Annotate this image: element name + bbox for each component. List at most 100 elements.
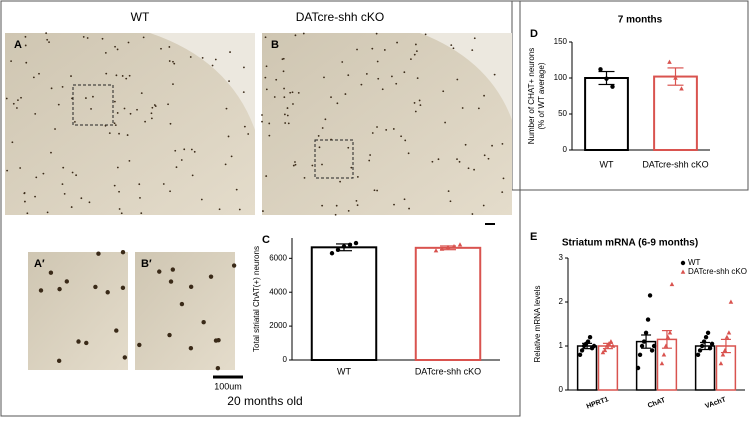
data-point (602, 347, 608, 353)
x-tick-label: DATcre-shh cKO (415, 366, 481, 376)
cell (383, 49, 386, 51)
cell (70, 206, 73, 208)
data-point (579, 348, 585, 353)
cell (317, 135, 320, 137)
data-point (451, 243, 457, 249)
cell (268, 134, 271, 137)
cell (168, 60, 171, 62)
cell (303, 176, 306, 179)
data-point (604, 343, 610, 348)
cell (201, 56, 204, 59)
cell (150, 112, 153, 115)
cell (140, 212, 143, 215)
micrograph (262, 33, 512, 215)
data-point (667, 330, 673, 335)
cell (115, 74, 118, 77)
cell (211, 64, 214, 67)
cell (114, 328, 119, 333)
cell (62, 166, 65, 169)
data-point (606, 341, 612, 346)
data-point (585, 339, 591, 344)
cell (231, 263, 237, 268)
cell (385, 129, 388, 131)
bar (653, 75, 698, 151)
data-point (726, 330, 732, 335)
cell (82, 36, 85, 38)
data-point (659, 361, 665, 366)
cell (208, 274, 214, 279)
data-point (665, 334, 671, 339)
data-point (724, 334, 730, 339)
cell (214, 58, 217, 61)
cell (483, 154, 486, 157)
cell (76, 339, 81, 344)
cell (491, 144, 493, 147)
panel-letter: D (530, 28, 538, 40)
cell (482, 204, 485, 207)
data-point (341, 244, 347, 249)
cell (120, 212, 123, 215)
cell (391, 75, 393, 78)
cell (501, 191, 504, 194)
cell (71, 97, 73, 100)
cell (151, 106, 154, 109)
cell (473, 37, 476, 40)
cell (424, 33, 427, 36)
cell (442, 90, 445, 93)
y-tick-label: 6000 (269, 253, 287, 262)
cell (235, 188, 238, 191)
cell (32, 76, 35, 79)
cell (335, 204, 338, 207)
cell (414, 110, 417, 113)
cell (437, 158, 440, 161)
data-point (720, 352, 726, 357)
cell (189, 56, 192, 58)
cell (200, 198, 203, 201)
data-point (600, 350, 606, 355)
cell (375, 32, 378, 35)
bar (694, 345, 716, 391)
cell (377, 77, 380, 80)
cell (169, 122, 172, 125)
cell (431, 160, 434, 163)
cell (16, 107, 18, 109)
cell (414, 43, 417, 46)
data-point (663, 343, 669, 348)
cell (46, 38, 49, 41)
cell (56, 358, 62, 364)
cell (450, 44, 453, 47)
cell (334, 213, 337, 216)
cell (294, 161, 296, 163)
cell (410, 58, 412, 60)
cell (419, 104, 422, 107)
data-point (457, 242, 463, 247)
cell (38, 72, 40, 75)
cell (323, 76, 325, 79)
cell (45, 32, 48, 35)
data-point (680, 260, 686, 266)
cell (261, 120, 263, 123)
cell (120, 250, 126, 255)
y-axis-label: Total striatal ChAT(+) neurons (252, 246, 261, 352)
cell (150, 117, 153, 120)
data-point (709, 341, 715, 346)
cell (50, 87, 53, 90)
cell (228, 80, 230, 83)
cell (262, 210, 264, 212)
bar (584, 77, 629, 151)
cell (138, 183, 141, 186)
x-tick-label: HPRT1 (586, 396, 610, 410)
cell (452, 47, 455, 50)
cell (289, 91, 292, 94)
cell (311, 164, 314, 167)
cell (188, 284, 194, 290)
cell (114, 45, 116, 48)
cell (183, 148, 186, 151)
cell (243, 125, 246, 128)
data-point (647, 293, 653, 298)
cell (229, 51, 231, 53)
cell (286, 107, 289, 109)
data-point (699, 343, 705, 349)
cell (57, 286, 62, 292)
